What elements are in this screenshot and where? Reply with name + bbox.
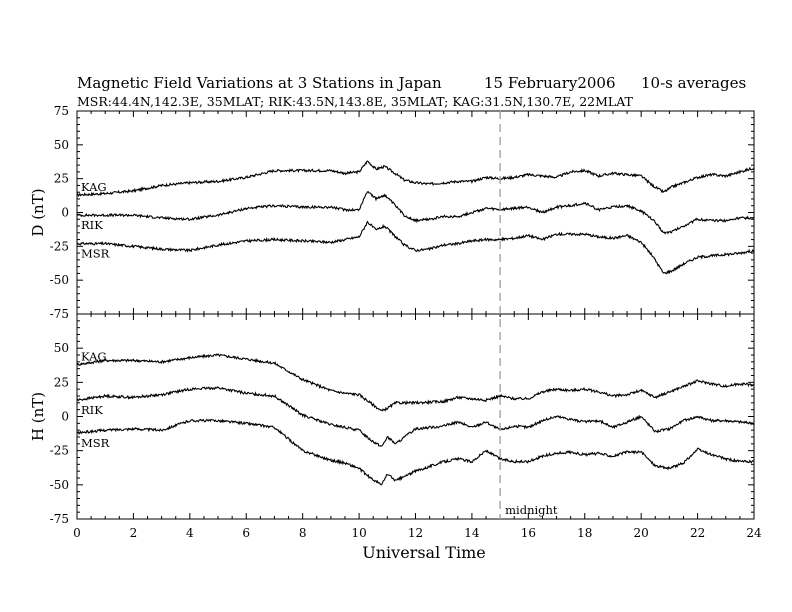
series-line-H-RIK [76,386,755,447]
series-label-D-MSR: MSR [81,247,110,261]
x-tick-label: 6 [242,526,250,540]
series-label-D-KAG: KAG [81,180,107,194]
y-tick-label: -50 [50,273,69,287]
series-label-H-MSR: MSR [81,436,110,450]
x-tick-label: 10 [351,526,366,540]
chart-title: Magnetic Field Variations at 3 Stations … [77,74,442,92]
series-line-D-KAG [76,160,755,197]
y-tick-label: 25 [54,172,69,186]
x-tick-label: 20 [634,526,649,540]
series-line-D-MSR [76,220,755,275]
series-label-H-RIK: RIK [81,403,103,417]
y-tick-label: 50 [54,138,69,152]
y-tick-label: 0 [61,206,69,220]
x-tick-label: 16 [521,526,536,540]
chart-averaging: 10-s averages [641,74,746,92]
y-tick-label: -50 [50,478,69,492]
y-tick-label: 25 [54,375,69,389]
y-tick-label: -25 [50,239,69,253]
series-line-H-KAG [76,353,755,412]
panels-group: 75 50 25 0 -25 -50 -75 D (nT) KAG RIK MSR 50 25 0 -25 -… [29,104,762,540]
series-line-D-RIK [76,191,755,235]
x-tick-label: 8 [299,526,307,540]
x-axis-label: Universal Time [362,543,485,562]
plot-frame-H [76,313,755,520]
midnight-marker-label: midnight [505,503,558,517]
x-tick-label: 24 [746,526,762,540]
y-tick-label: 75 [54,104,69,118]
x-tick-label: 2 [130,526,138,540]
y-tick-label: 0 [61,410,69,424]
x-tick-label: 12 [408,526,423,540]
x-tick-label: 18 [577,526,592,540]
series-line-H-MSR [76,418,755,486]
y-tick-label: 50 [54,341,69,355]
x-tick-label: 14 [464,526,480,540]
x-tick-label: 22 [690,526,705,540]
plot-frame-D [76,110,755,315]
series-label-H-KAG: KAG [81,350,107,364]
y-tick-label: -75 [50,307,69,321]
x-tick-label: 0 [73,526,81,540]
y-tick-label: -25 [50,444,69,458]
y-axis-label-H: H (nT) [29,392,47,441]
y-tick-label: -75 [50,512,69,526]
series-label-D-RIK: RIK [81,218,103,232]
y-axis-label-D: D (nT) [29,188,47,236]
x-tick-label: 4 [186,526,194,540]
chart-date: 15 February2006 [484,74,616,92]
chart-subtitle: MSR:44.4N,142.3E, 35MLAT; RIK:43.5N,143.… [77,94,634,109]
